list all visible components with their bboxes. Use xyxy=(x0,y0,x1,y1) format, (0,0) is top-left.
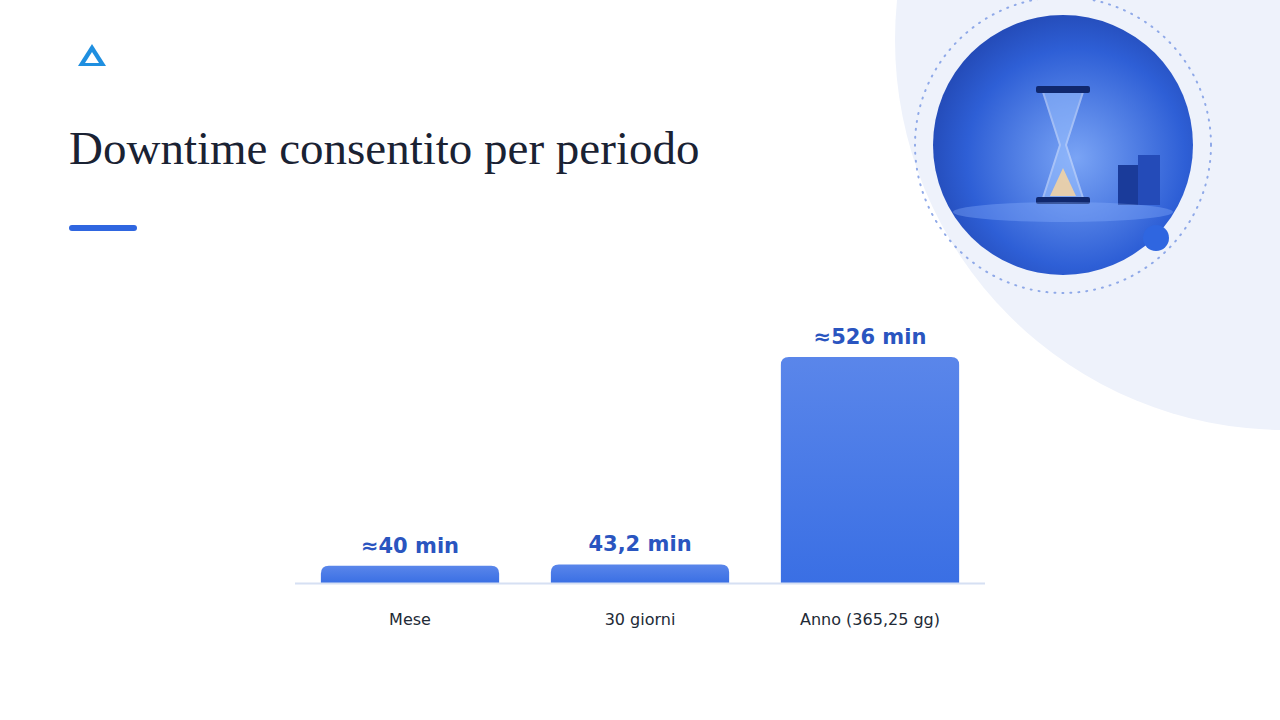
category-label: Anno (365,25 gg) xyxy=(800,610,940,629)
category-label: Mese xyxy=(389,610,431,629)
hourglass-cap xyxy=(1036,86,1090,93)
page: {"chart_data": {"type": "bar", "title": … xyxy=(0,0,1280,720)
logo xyxy=(78,44,106,66)
bar xyxy=(781,357,959,583)
floor-glow xyxy=(953,202,1173,222)
data-label: 43,2 min xyxy=(588,532,691,556)
logo-inner xyxy=(85,52,99,63)
title: Downtime consentito per periodo xyxy=(69,122,699,174)
building xyxy=(1138,155,1160,205)
bar xyxy=(321,566,499,583)
chart-canvas: Downtime consentito per periodo ≈40 min Me… xyxy=(0,0,1280,720)
data-label: ≈40 min xyxy=(361,534,459,558)
illustration-circle xyxy=(933,15,1193,275)
dotted-ring xyxy=(915,0,1211,293)
bars xyxy=(321,357,959,583)
bar xyxy=(551,564,729,583)
hourglass-sand xyxy=(1050,168,1076,196)
category-label: 30 giorni xyxy=(605,610,676,629)
accent-dot xyxy=(1143,225,1169,251)
data-label: ≈526 min xyxy=(814,325,927,349)
title-underline xyxy=(69,225,137,231)
hourglass xyxy=(1043,92,1083,198)
x-axis-line xyxy=(295,583,985,585)
